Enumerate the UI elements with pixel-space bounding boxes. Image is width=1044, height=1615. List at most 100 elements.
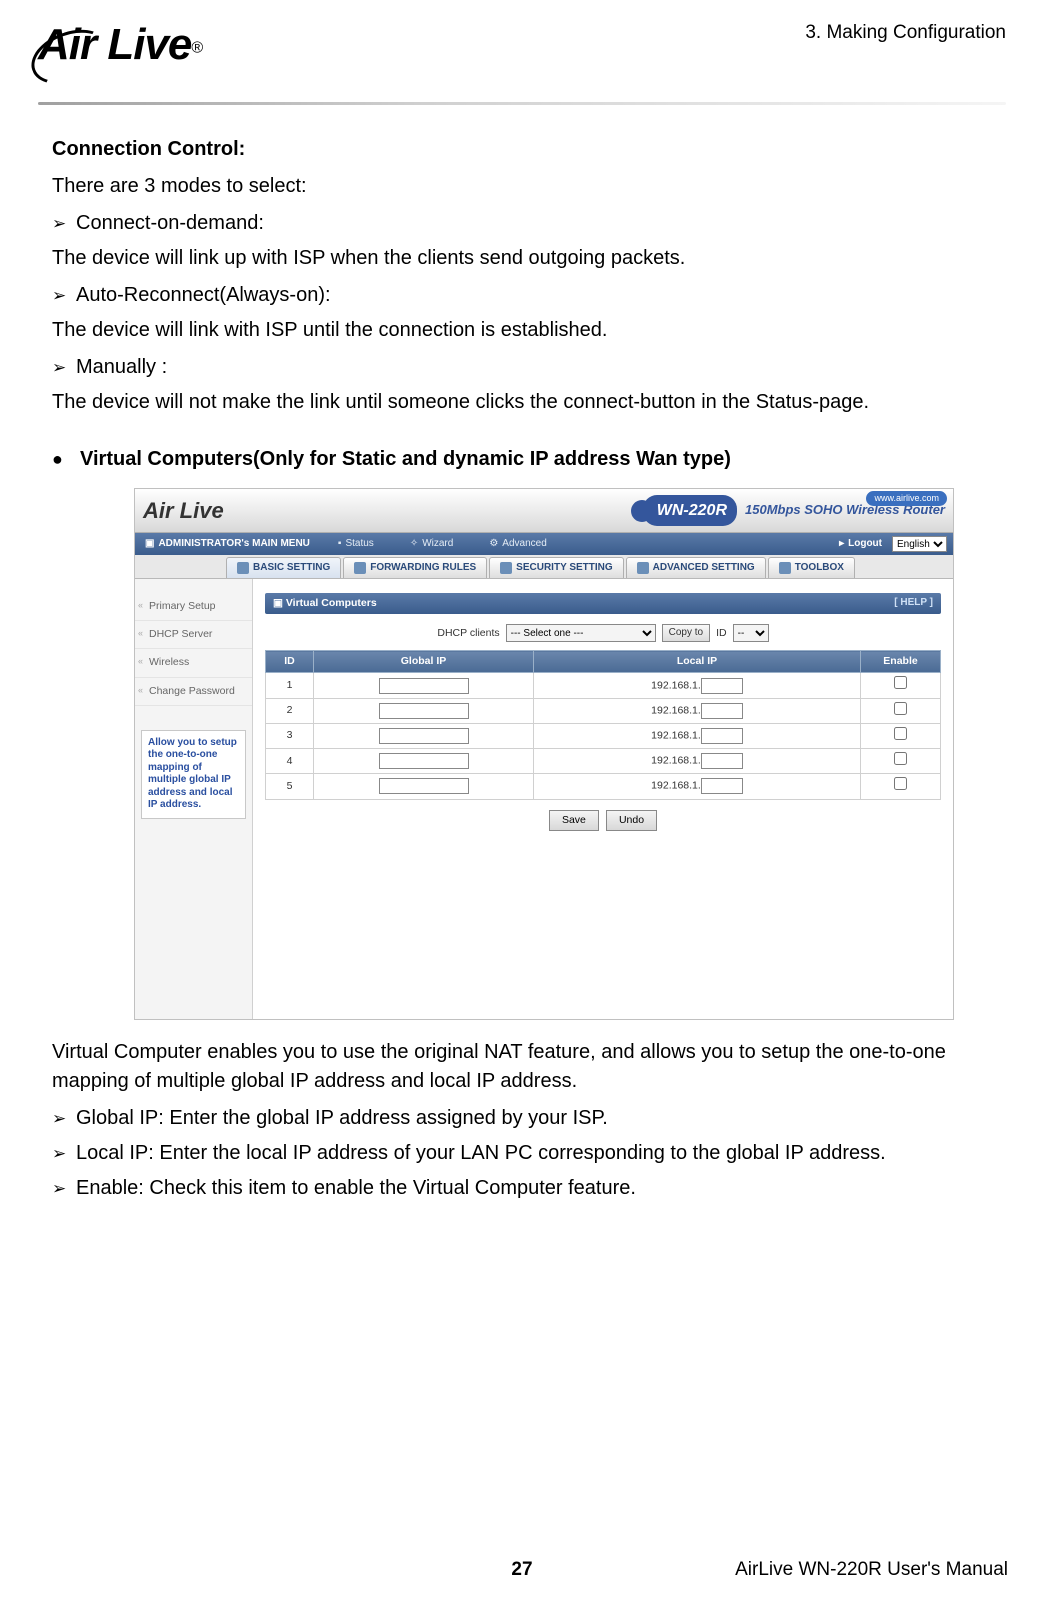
bullet-manually: ➢ Manually : [52,353,992,382]
logo-registered: ® [191,40,203,57]
tab-forwarding-rules[interactable]: FORWARDING RULES [343,557,487,578]
status-icon: ▪ [338,537,342,552]
tab-security-setting[interactable]: SECURITY SETTING [489,557,624,578]
global-ip-input[interactable] [379,678,469,694]
help-link[interactable]: [ HELP ] [894,596,933,611]
global-ip-input[interactable] [379,753,469,769]
local-ip-input[interactable] [701,728,743,744]
bullet-desc: The device will link with ISP until the … [52,316,992,345]
page: Air Live® 3. Making Configuration Connec… [0,0,1044,1615]
cell-id: 2 [266,698,314,723]
menu-wizard[interactable]: ✧ Wizard [392,537,472,552]
sidebar-item-change-password[interactable]: Change Password [135,678,252,706]
bullet-desc: The device will link up with ISP when th… [52,244,992,273]
local-ip-prefix: 192.168.1. [651,780,701,792]
enable-checkbox[interactable] [894,702,907,715]
panel-title-text: Virtual Computers [286,597,377,609]
global-ip-input[interactable] [379,778,469,794]
tab-toolbox[interactable]: TOOLBOX [768,557,855,578]
chevron-right-icon: ➢ [52,1177,76,1202]
enable-checkbox[interactable] [894,676,907,689]
tab-label: ADVANCED SETTING [653,561,755,576]
page-number: 27 [511,1559,532,1581]
section-heading: Virtual Computers(Only for Static and dy… [80,445,731,474]
global-ip-input[interactable] [379,728,469,744]
tab-icon [500,562,512,574]
enable-checkbox[interactable] [894,752,907,765]
menu-status[interactable]: ▪ Status [320,537,392,552]
language-select[interactable]: English [892,536,947,552]
table-row: 4 192.168.1. [266,749,941,774]
cell-enable [861,749,941,774]
table-row: 5 192.168.1. [266,774,941,799]
enable-checkbox[interactable] [894,777,907,790]
local-ip-input[interactable] [701,778,743,794]
tab-label: BASIC SETTING [253,561,330,576]
sidebar: Primary Setup DHCP Server Wireless Chang… [135,579,253,1019]
tab-advanced-setting[interactable]: ADVANCED SETTING [626,557,766,578]
enable-checkbox[interactable] [894,727,907,740]
bullet-label: Manually : [76,353,992,382]
bullet-desc: The device will not make the link until … [52,388,992,417]
table-row: 2 192.168.1. [266,698,941,723]
menu-advanced[interactable]: ⚙ Advanced [471,537,564,552]
col-enable: Enable [861,651,941,673]
cell-global-ip [314,749,534,774]
table-row: 3 192.168.1. [266,723,941,748]
tab-icon [237,562,249,574]
virtual-computers-table: ID Global IP Local IP Enable 1 192.168.1… [265,650,941,799]
admin-menu-label: ▣ ADMINISTRATOR's MAIN MENU [135,537,320,552]
menu-label: Wizard [422,537,453,552]
id-select[interactable]: -- [733,624,769,642]
cell-local-ip: 192.168.1. [534,723,861,748]
sidebar-item-primary-setup[interactable]: Primary Setup [135,593,252,621]
bullet-global-ip: ➢ Global IP: Enter the global IP address… [52,1104,992,1133]
dhcp-clients-select[interactable]: --- Select one --- [506,624,656,642]
tab-icon [354,562,366,574]
undo-button[interactable]: Undo [606,810,657,831]
virtual-computer-desc: Virtual Computer enables you to use the … [52,1038,992,1096]
bullet-enable: ➢ Enable: Check this item to enable the … [52,1174,992,1203]
chevron-right-icon: ➢ [52,1142,76,1167]
sidebar-item-wireless[interactable]: Wireless [135,649,252,677]
sidebar-item-dhcp-server[interactable]: DHCP Server [135,621,252,649]
admin-label: ADMINISTRATOR's MAIN MENU [158,537,309,552]
dhcp-clients-row: DHCP clients --- Select one --- Copy to … [265,614,941,650]
tab-label: TOOLBOX [795,561,844,576]
cell-enable [861,774,941,799]
logout-icon: ▸ [839,537,844,552]
cell-enable [861,698,941,723]
cell-id: 4 [266,749,314,774]
button-row: Save Undo [265,800,941,851]
id-label: ID [716,626,727,641]
cell-enable [861,673,941,698]
tab-basic-setting[interactable]: BASIC SETTING [226,557,341,578]
cell-local-ip: 192.168.1. [534,673,861,698]
bullet-text: Enable: Check this item to enable the Vi… [76,1174,992,1203]
local-ip-input[interactable] [701,678,743,694]
cell-enable [861,723,941,748]
menu-icon: ▣ [145,537,154,552]
cell-local-ip: 192.168.1. [534,749,861,774]
airlive-logo: Air Live® [38,20,278,90]
col-local-ip: Local IP [534,651,861,673]
menu-logout[interactable]: ▸ Logout [831,537,890,552]
save-button[interactable]: Save [549,810,599,831]
local-ip-input[interactable] [701,703,743,719]
col-id: ID [266,651,314,673]
cell-local-ip: 192.168.1. [534,774,861,799]
sidebar-help-box: Allow you to setup the one-to-one mappin… [141,730,246,819]
local-ip-input[interactable] [701,753,743,769]
manual-title: AirLive WN-220R User's Manual [735,1559,1008,1581]
cell-id: 1 [266,673,314,698]
tab-label: SECURITY SETTING [516,561,613,576]
chapter-label: 3. Making Configuration [278,20,1006,44]
cell-global-ip [314,774,534,799]
cell-id: 3 [266,723,314,748]
tab-label: FORWARDING RULES [370,561,476,576]
panel-body: Primary Setup DHCP Server Wireless Chang… [135,579,953,1019]
global-ip-input[interactable] [379,703,469,719]
menu-label: Advanced [502,537,546,552]
copy-to-button[interactable]: Copy to [662,624,710,642]
local-ip-prefix: 192.168.1. [651,704,701,716]
